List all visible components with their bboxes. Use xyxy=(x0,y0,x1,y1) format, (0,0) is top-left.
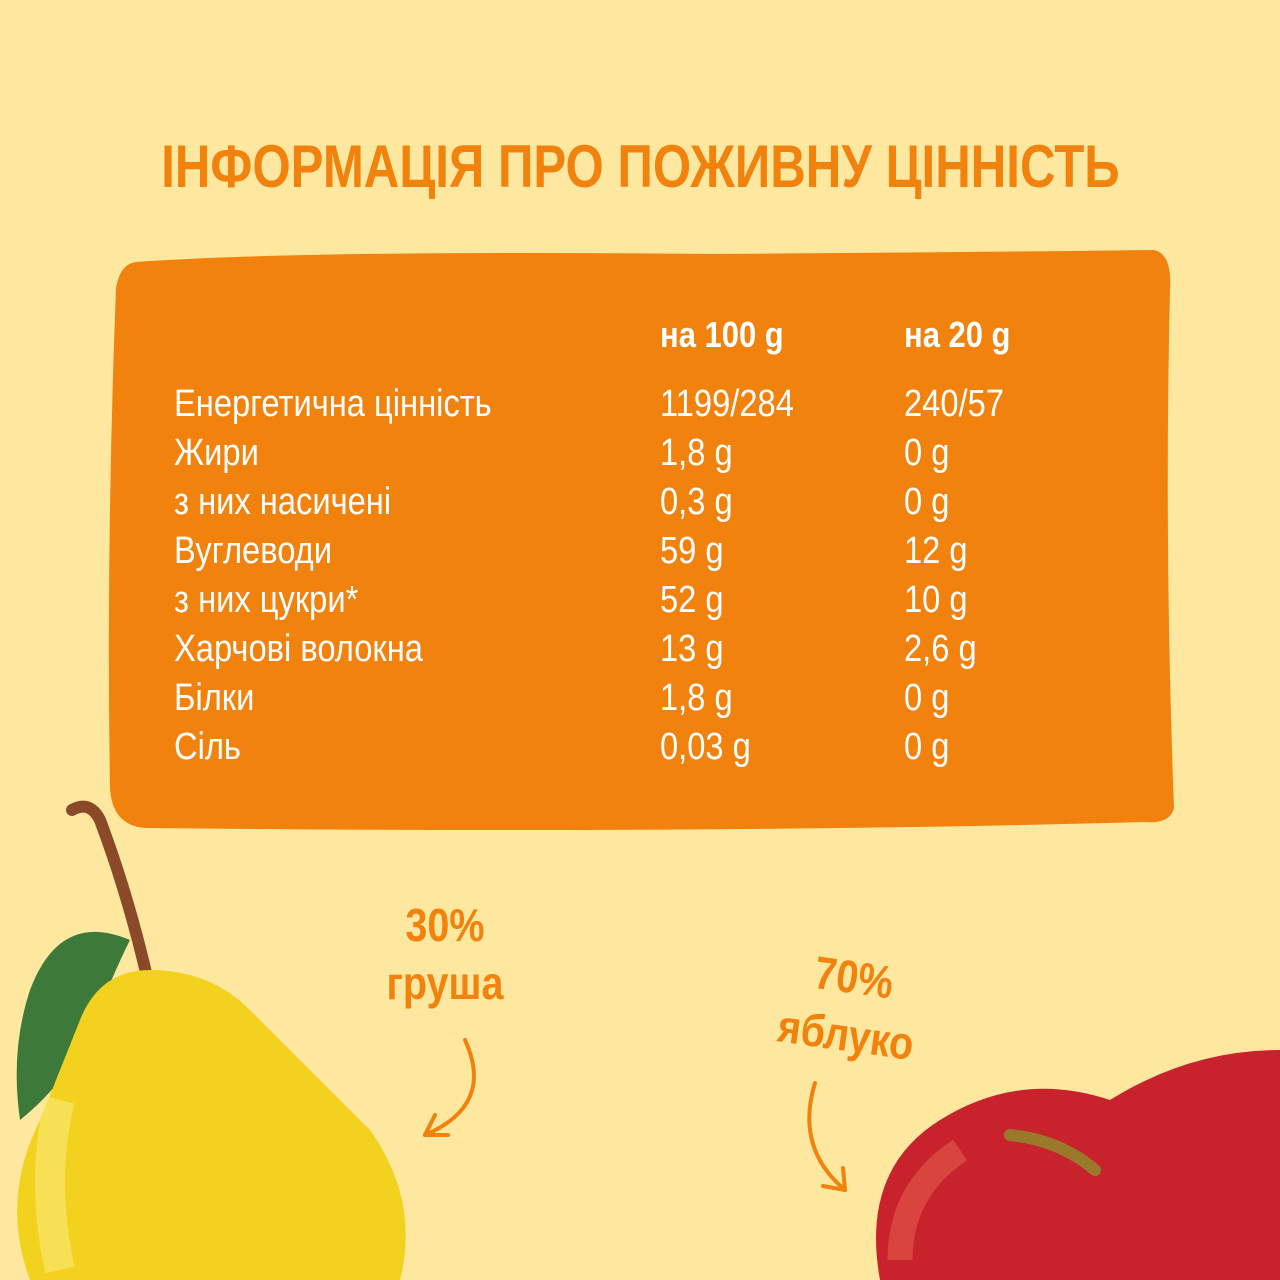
nutrient-value-per-20g: 0 g xyxy=(904,481,950,523)
nutrient-name: Білки xyxy=(174,677,255,719)
pear-percentage-label: 30% груша xyxy=(386,899,504,1009)
nutrient-name: Вуглеводи xyxy=(174,530,332,572)
nutrient-value-per-20g: 12 g xyxy=(904,530,968,572)
nutrient-value-per-100g: 1199/284 xyxy=(660,383,794,425)
table-background xyxy=(108,250,1174,830)
nutrient-value-per-100g: 59 g xyxy=(660,530,724,572)
nutrient-value-per-20g: 10 g xyxy=(904,579,968,621)
arrow-to-pear-icon xyxy=(423,1038,476,1137)
nutrient-value-per-100g: 1,8 g xyxy=(660,432,733,474)
apple-image xyxy=(876,1050,1280,1280)
nutrient-value-per-20g: 0 g xyxy=(904,726,950,768)
nutrient-name: Сіль xyxy=(174,726,241,768)
nutrient-name: Жири xyxy=(174,432,259,474)
nutrient-value-per-100g: 52 g xyxy=(660,579,724,621)
nutrient-value-per-100g: 13 g xyxy=(660,628,724,670)
column-header-per-20g: на 20 g xyxy=(904,314,1011,355)
nutrient-value-per-100g: 0,03 g xyxy=(660,726,751,768)
nutrient-value-per-20g: 0 g xyxy=(904,677,950,719)
page-title: ІНФОРМАЦІЯ ПРО ПОЖИВНУ ЦІННІСТЬ xyxy=(160,133,1120,200)
nutrient-value-per-20g: 240/57 xyxy=(904,383,1004,425)
nutrient-name: Харчові волокна xyxy=(174,628,423,670)
nutrient-name: Енергетична цінність xyxy=(174,383,492,425)
nutrition-table: на 100 g на 20 g Енергетична цінність 1199/… xyxy=(106,248,1176,830)
nutrient-value-per-20g: 2,6 g xyxy=(904,628,977,670)
nutrient-value-per-20g: 0 g xyxy=(904,432,950,474)
nutrient-value-per-100g: 0,3 g xyxy=(660,481,733,523)
pear-image xyxy=(16,800,406,1280)
nutrient-name: з них цукри* xyxy=(174,579,359,621)
arrow-to-apple-icon xyxy=(807,1081,847,1192)
nutrient-name: з них насичені xyxy=(174,481,392,523)
column-header-per-100g: на 100 g xyxy=(660,314,784,355)
apple-percentage-label: 70% яблуко xyxy=(774,946,918,1070)
nutrient-value-per-100g: 1,8 g xyxy=(660,677,733,719)
